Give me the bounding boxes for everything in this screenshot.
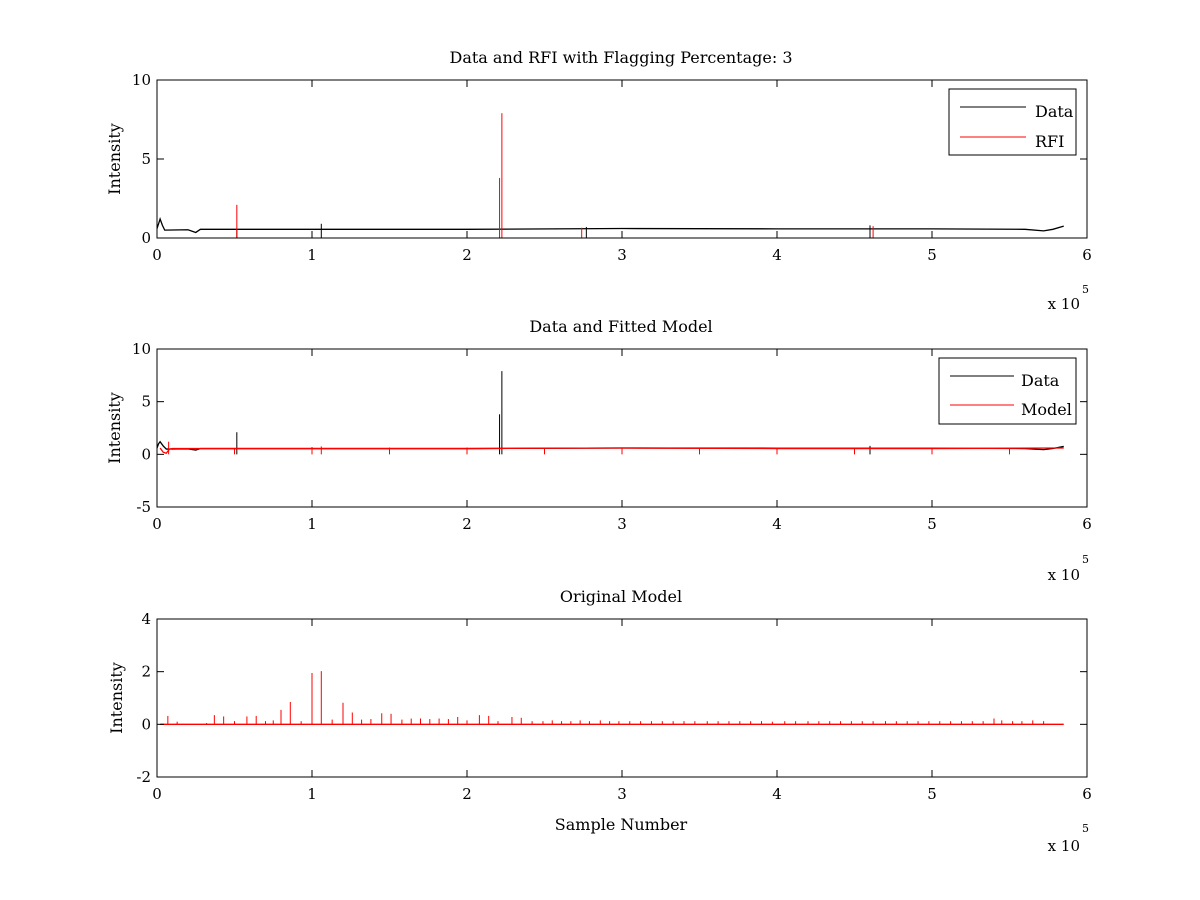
panel-2-x-tick-label-6: 6 xyxy=(1082,515,1092,533)
panel-1-legend-label-data: Data xyxy=(1035,102,1074,121)
panel-1-series-data-line xyxy=(157,217,1064,234)
panel-1-y-tick-label-1: 5 xyxy=(141,150,151,168)
panel-1-x-tick-label-4: 4 xyxy=(772,246,782,264)
panel-3-x-tick-label-0: 0 xyxy=(152,785,162,803)
panel-2-legend-label-data: Data xyxy=(1021,371,1060,390)
panel-2-y-tick-label-0: -5 xyxy=(136,498,151,516)
panel-1-ylabel: Intensity xyxy=(105,123,124,195)
panel-1-series-group xyxy=(157,113,1064,238)
panel-1-title: Data and RFI with Flagging Percentage: 3 xyxy=(449,48,792,67)
panel-1-legend-label-rfi: RFI xyxy=(1035,132,1064,151)
panel-2-title: Data and Fitted Model xyxy=(529,317,712,336)
panel-2-x-tick-label-1: 1 xyxy=(307,515,317,533)
panel-3-x-tick-label-5: 5 xyxy=(927,785,937,803)
panel-3-x-multiplier: x 10 xyxy=(1048,837,1080,855)
panel-1-x-tick-label-2: 2 xyxy=(462,246,472,264)
panel-2-x-tick-label-2: 2 xyxy=(462,515,472,533)
panel-2-y-tick-label-3: 10 xyxy=(132,340,151,358)
panel-3-ylabel: Intensity xyxy=(107,662,126,734)
panel-1-y-tick-label-2: 10 xyxy=(132,71,151,89)
panel-1-x-tick-label-1: 1 xyxy=(307,246,317,264)
panel-2-x-tick-label-0: 0 xyxy=(152,515,162,533)
panel-1-x-multiplier-exponent: 5 xyxy=(1082,283,1089,296)
panel-2-x-multiplier: x 10 xyxy=(1048,566,1080,584)
panel-1-legend-box xyxy=(948,88,1077,156)
panel-2-x-multiplier-exponent: 5 xyxy=(1082,553,1089,566)
panel-1-x-multiplier: x 10 xyxy=(1048,295,1080,313)
panel-3-y-tick-label-3: 4 xyxy=(141,610,151,628)
panel-1: Data and RFI with Flagging Percentage: 3… xyxy=(105,48,1092,313)
panel-2-x-tick-label-5: 5 xyxy=(927,515,937,533)
panel-2-legend: Data Model xyxy=(938,357,1077,425)
panel-2-x-tick-label-3: 3 xyxy=(617,515,627,533)
panel-1-legend: Data RFI xyxy=(948,88,1077,156)
panel-2-y-tick-label-1: 0 xyxy=(141,445,151,463)
panel-1-x-tick-label-6: 6 xyxy=(1082,246,1092,264)
panel-1-y-tick-label-0: 0 xyxy=(141,229,151,247)
panel-1-x-tick-label-5: 5 xyxy=(927,246,937,264)
panel-2: Data and Fitted Model Intensity 0 1 2 3 4 5 6 -… xyxy=(105,317,1092,584)
panel-3-y-tick-label-2: 2 xyxy=(141,663,151,681)
panel-2-x-tick-label-4: 4 xyxy=(772,515,782,533)
panel-1-x-tick-label-0: 0 xyxy=(152,246,162,264)
panel-3-x-tick-label-6: 6 xyxy=(1082,785,1092,803)
panel-3-y-tick-label-0: -2 xyxy=(136,768,151,786)
panel-3-title: Original Model xyxy=(560,587,682,606)
panel-2-legend-label-model: Model xyxy=(1021,400,1072,419)
panel-2-series-group xyxy=(157,371,1064,455)
panel-3-x-tick-label-3: 3 xyxy=(617,785,627,803)
panel-3-x-tick-label-1: 1 xyxy=(307,785,317,803)
panel-2-y-tick-label-2: 5 xyxy=(141,393,151,411)
panel-3-series-group xyxy=(160,671,1064,725)
panel-3-x-tick-label-4: 4 xyxy=(772,785,782,803)
panel-3-y-tick-label-1: 0 xyxy=(141,715,151,733)
panel-2-legend-box xyxy=(938,357,1077,425)
panel-3-xlabel: Sample Number xyxy=(555,815,688,834)
panel-1-plot-area: 0 1 2 3 4 5 6 0 5 10 xyxy=(132,71,1092,264)
panel-3-x-multiplier-exponent: 5 xyxy=(1082,822,1089,835)
panel-3-x-tick-label-2: 2 xyxy=(462,785,472,803)
panel-1-x-tick-label-3: 3 xyxy=(617,246,627,264)
panel-2-ylabel: Intensity xyxy=(105,392,124,464)
